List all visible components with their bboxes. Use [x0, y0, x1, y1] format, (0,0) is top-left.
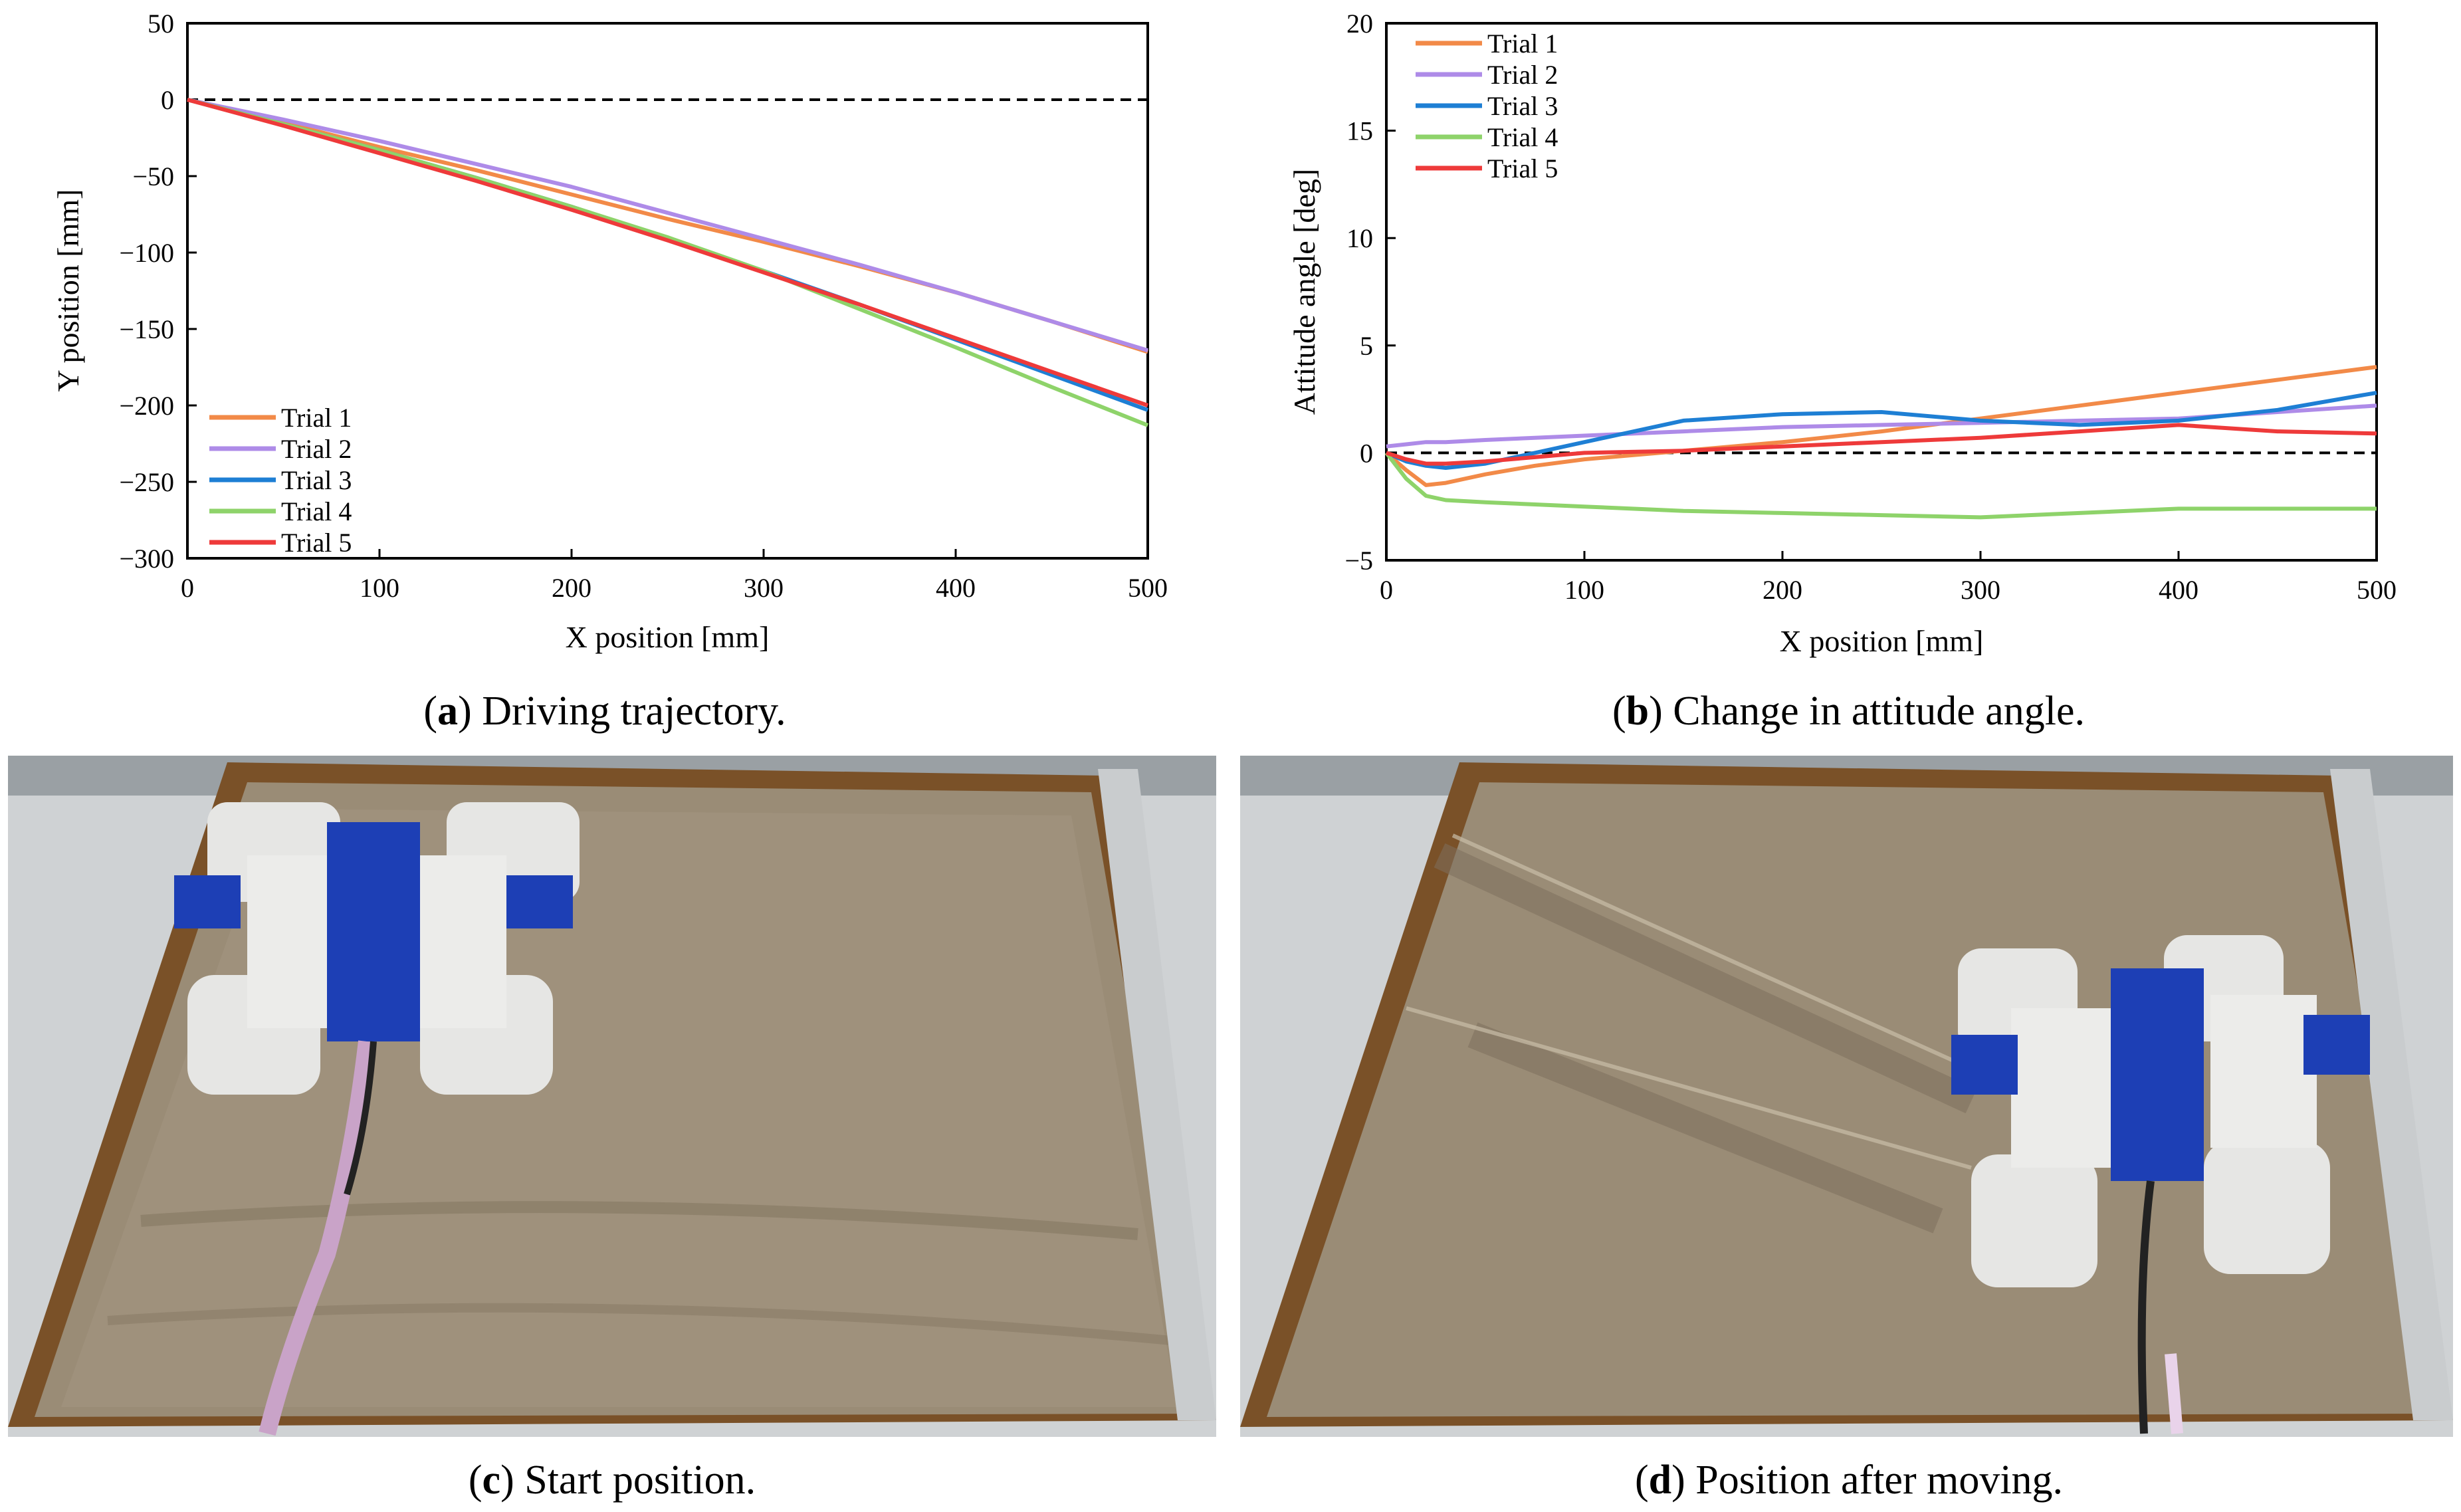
robot-rover	[1951, 935, 2370, 1434]
series-line-trial-3	[187, 98, 1149, 412]
legend-label-trial-5: Trial 5	[281, 528, 352, 558]
y-tick-label: −200	[119, 391, 174, 421]
y-tick-label: −5	[1344, 546, 1373, 576]
y-tick-label: −250	[119, 467, 174, 497]
legend-label-trial-3: Trial 3	[281, 465, 352, 495]
photo-position-after-moving	[1240, 756, 2453, 1437]
y-tick-label: 0	[161, 85, 174, 115]
x-tick-label: 500	[2357, 575, 2397, 605]
caption-a: (a) Driving trajectory.	[423, 689, 786, 734]
y-tick-label: 10	[1346, 223, 1373, 253]
x-tick-label: 300	[744, 573, 784, 603]
y-tick-label: 15	[1346, 116, 1373, 146]
y-tick-label: −100	[119, 238, 174, 268]
x-tick-label: 200	[1763, 575, 1802, 605]
robot-rover	[174, 802, 580, 1436]
legend-label-trial-1: Trial 1	[1487, 29, 1558, 58]
x-tick-label: 100	[1564, 575, 1604, 605]
x-tick-label: 400	[936, 573, 976, 603]
y-axis-label: Attitude angle [deg]	[1287, 169, 1321, 415]
caption-d: (d) Position after moving.	[1634, 1458, 2064, 1503]
plot-frame	[186, 22, 1149, 560]
x-tick-label: 500	[1128, 573, 1168, 603]
y-tick-label: −150	[119, 314, 174, 344]
y-tick-label: 50	[148, 9, 174, 39]
x-axis-label: X position [mm]	[566, 620, 770, 654]
y-axis-label: Y position [mm]	[51, 189, 85, 392]
plot-frame	[1385, 22, 2378, 562]
photo-start-position	[8, 756, 1216, 1437]
y-tick-label: 5	[1360, 331, 1373, 361]
series-line-trial-3	[1385, 390, 2377, 470]
x-tick-label: 0	[1380, 575, 1393, 605]
caption-c: (c) Start position.	[468, 1458, 756, 1503]
x-axis-label: X position [mm]	[1780, 624, 1984, 658]
series-line-trial-2	[1386, 403, 2377, 449]
x-tick-label: 200	[552, 573, 591, 603]
legend-label-trial-2: Trial 2	[281, 434, 352, 464]
legend-label-trial-2: Trial 2	[1487, 60, 1558, 90]
series-line-trial-2	[187, 98, 1148, 353]
y-tick-label: −300	[119, 544, 174, 574]
x-tick-label: 300	[1961, 575, 2000, 605]
x-tick-label: 0	[181, 573, 194, 603]
y-tick-label: −50	[132, 162, 174, 191]
x-tick-label: 100	[360, 573, 399, 603]
x-tick-label: 400	[2159, 575, 2198, 605]
series-line-trial-5	[1386, 423, 2377, 466]
legend-label-trial-4: Trial 4	[281, 496, 352, 526]
series-line-trial-4	[1384, 451, 2377, 520]
legend-label-trial-1: Trial 1	[281, 403, 352, 433]
series-line-trial-4	[187, 98, 1149, 427]
legend-label-trial-3: Trial 3	[1487, 91, 1558, 121]
legend-label-trial-4: Trial 4	[1487, 122, 1558, 152]
y-tick-label: 0	[1360, 438, 1373, 468]
caption-b: (b) Change in attitude angle.	[1612, 689, 2086, 734]
legend-label-trial-5: Trial 5	[1487, 154, 1558, 183]
y-tick-label: 20	[1346, 9, 1373, 39]
series-line-trial-5	[187, 98, 1148, 407]
chart-a: 0 100 200 300 400 500 −300 −250 −200 −150 −100 −50 0…	[51, 9, 1168, 654]
